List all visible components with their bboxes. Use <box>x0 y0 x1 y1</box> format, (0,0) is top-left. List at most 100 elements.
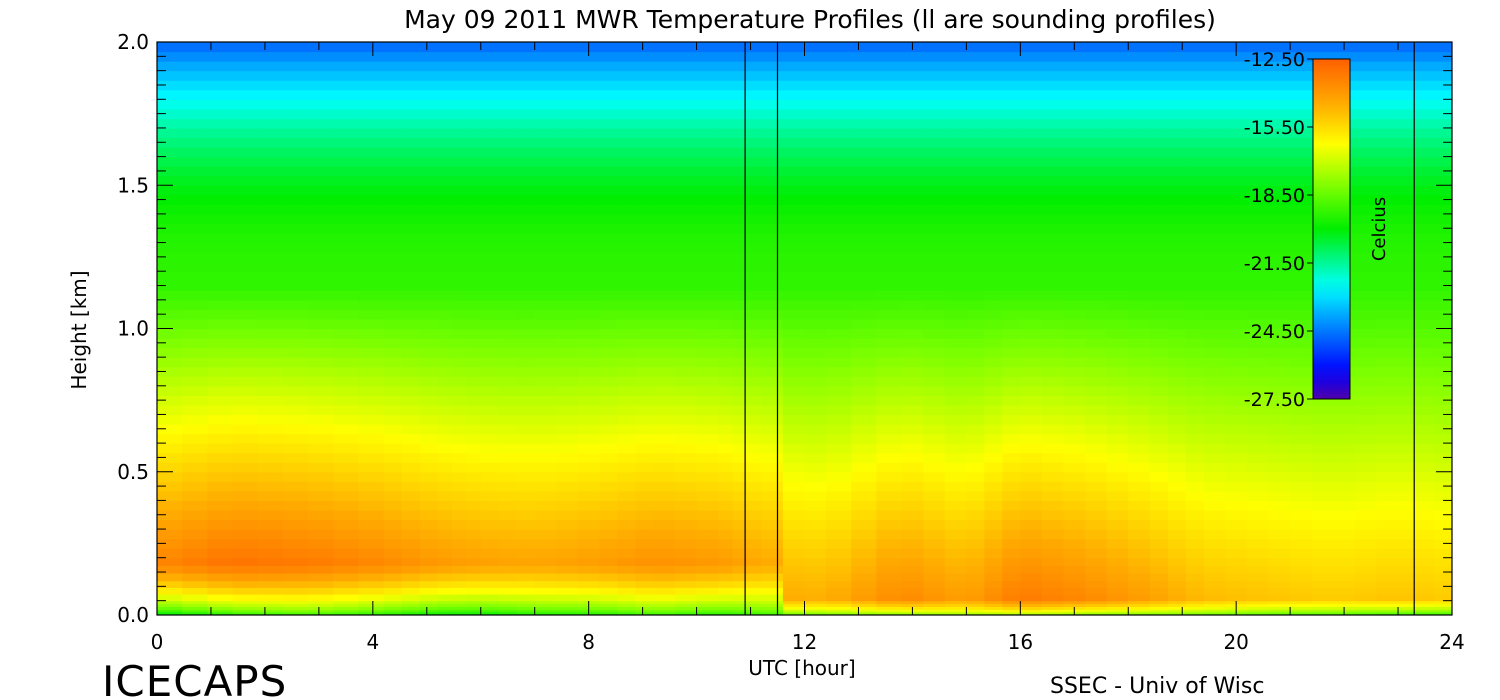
heat-cell <box>1149 471 1169 482</box>
heat-cell <box>1268 603 1291 608</box>
heat-cell <box>1149 233 1169 244</box>
heat-cell <box>696 89 719 100</box>
heat-cell <box>851 376 878 387</box>
heat-cell <box>157 557 183 566</box>
heat-cell <box>419 252 439 263</box>
heat-cell <box>437 366 453 377</box>
heat-cell <box>1354 600 1378 605</box>
heat-cell <box>1002 223 1021 234</box>
heat-cell <box>419 223 439 234</box>
heat-cell <box>635 366 655 377</box>
heat-cell <box>1128 166 1151 177</box>
heat-cell <box>635 328 655 339</box>
heat-cell <box>1063 538 1086 549</box>
heat-cell <box>1398 471 1417 482</box>
heat-cell <box>451 529 467 540</box>
heat-cell <box>480 347 500 358</box>
heat-cell <box>1311 580 1334 588</box>
heat-cell <box>1002 603 1021 608</box>
heat-cell <box>516 580 536 588</box>
heat-cell <box>480 137 500 148</box>
heat-cell <box>182 509 208 521</box>
heat-cell <box>556 404 579 416</box>
heat-cell <box>480 318 500 330</box>
heat-cell <box>1002 127 1021 139</box>
heat-cell <box>617 108 637 119</box>
heat-cell <box>851 175 878 186</box>
heat-cell <box>1398 366 1417 377</box>
heat-cell <box>498 347 518 358</box>
heat-cell <box>1376 548 1399 559</box>
heat-cell <box>617 376 637 387</box>
heat-cell <box>498 61 518 72</box>
heat-cell <box>1063 509 1086 521</box>
heat-cell <box>923 471 946 482</box>
heat-cell <box>1354 519 1378 530</box>
heat-cell <box>1203 118 1226 129</box>
heat-cell <box>782 61 806 72</box>
heat-cell <box>157 609 183 612</box>
heat-cell <box>1149 156 1169 167</box>
heat-cell <box>1185 471 1205 482</box>
heat-cell <box>1203 166 1226 177</box>
heat-cell <box>804 280 827 291</box>
heat-cell <box>1434 127 1452 139</box>
heat-cell <box>1085 338 1108 349</box>
heat-cell <box>466 565 482 574</box>
heat-cell <box>1268 606 1291 610</box>
heat-cell <box>1416 185 1435 196</box>
heat-cell <box>718 395 734 406</box>
heat-cell <box>804 376 827 387</box>
heat-cell <box>966 185 985 196</box>
heat-cell <box>1333 519 1356 530</box>
heat-cell <box>826 118 852 129</box>
heat-cell <box>1290 613 1313 615</box>
heat-cell <box>1020 572 1043 582</box>
heat-cell <box>851 299 878 310</box>
colorbar-tick-label: -27.50 <box>1244 389 1305 411</box>
heat-cell <box>1398 309 1417 320</box>
heat-cell <box>1041 147 1065 158</box>
heat-cell <box>1268 414 1291 425</box>
heat-cell <box>1106 593 1129 602</box>
heat-cell <box>257 414 284 425</box>
heat-cell <box>761 299 784 310</box>
heat-cell <box>599 338 619 349</box>
heat-cell <box>826 42 852 53</box>
heat-cell <box>1149 194 1169 205</box>
heat-cell <box>966 156 985 167</box>
heat-cell <box>746 565 762 574</box>
heat-cell <box>282 600 309 605</box>
heat-cell <box>1020 376 1043 387</box>
heat-cell <box>182 500 208 511</box>
heat-cell <box>851 509 878 521</box>
heat-cell <box>157 204 183 215</box>
heat-cell <box>1376 376 1399 387</box>
heat-cell <box>599 233 619 244</box>
heat-cell <box>1434 500 1452 511</box>
heat-cell <box>1398 175 1417 186</box>
heat-cell <box>437 118 453 129</box>
heat-cell <box>401 366 421 377</box>
heat-cell <box>617 204 637 215</box>
heat-cell <box>498 338 518 349</box>
heat-cell <box>451 548 467 559</box>
heat-cell <box>1246 338 1270 349</box>
heat-cell <box>1354 108 1378 119</box>
heat-cell <box>437 242 453 253</box>
heat-cell <box>182 338 208 349</box>
heat-cell <box>1185 565 1205 574</box>
heat-cell <box>1398 462 1417 473</box>
heat-cell <box>826 538 852 549</box>
heat-cell <box>157 108 183 119</box>
heat-cell <box>851 519 878 530</box>
heat-cell <box>207 309 234 320</box>
heat-cell <box>761 385 784 396</box>
heat-cell <box>1128 603 1151 608</box>
heat-cell <box>157 166 183 177</box>
heat-cell <box>804 271 827 282</box>
heat-cell <box>782 481 806 492</box>
heat-cell <box>1354 347 1378 358</box>
heat-cell <box>599 51 619 62</box>
heat-cell <box>653 500 676 511</box>
